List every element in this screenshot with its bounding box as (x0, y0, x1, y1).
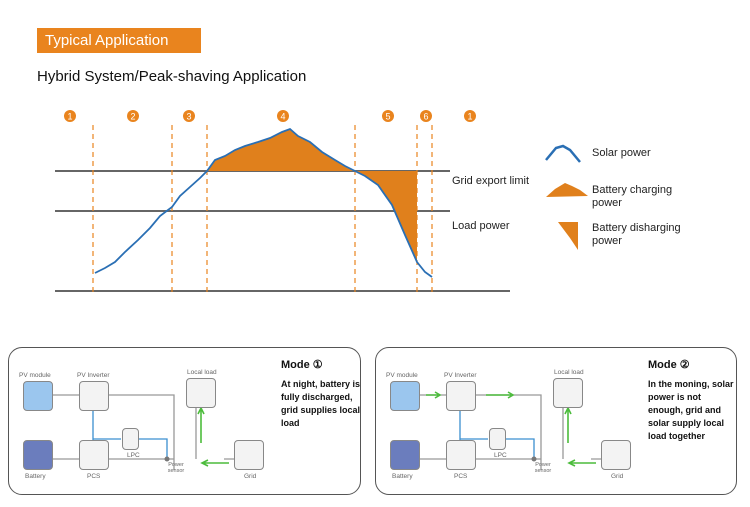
phase-marker (127, 110, 139, 122)
pcs-icon (446, 440, 476, 470)
grid-label: Grid (611, 473, 624, 480)
legend-charging: Battery charging power (592, 184, 673, 209)
pv-module-label: PV module (19, 372, 51, 379)
local-load-icon (553, 378, 583, 408)
mode-title: Mode ② (648, 359, 690, 371)
phase-marker-number: 5 (385, 112, 390, 122)
mode-description: At night, battery is fully discharged, g… (281, 379, 361, 428)
grid-label: Grid (244, 473, 257, 480)
phase-marker-number: 4 (280, 112, 285, 122)
discharging-area-icon (558, 222, 578, 250)
solar-curve-icon (545, 144, 581, 163)
pcs-label: PCS (454, 473, 468, 480)
load-power-label: Load power (452, 220, 510, 232)
legend-discharging: Battery disharging power (592, 222, 681, 247)
pv-inverter-label: PV Inverter (77, 372, 110, 379)
lpc-icon (122, 428, 139, 450)
reference-lines (55, 170, 510, 292)
peak-shaving-diagram: 1 2 3 4 5 6 1 (55, 110, 588, 296)
local-load-icon (186, 378, 216, 408)
pv-module-icon (23, 381, 53, 411)
section-banner: Typical Application (37, 28, 201, 53)
mode-description: In the moning, solar power is not enough… (648, 379, 734, 441)
charging-area-icon (546, 183, 588, 197)
page-subtitle: Hybrid System/Peak-shaving Application (37, 68, 307, 85)
phase-marker-number: 3 (186, 112, 191, 122)
phase-marker (277, 110, 289, 122)
mode-panel-1: PV module PV Inverter Local load LPC Bat… (8, 347, 361, 495)
phase-marker (183, 110, 195, 122)
grid-export-limit-label: Grid export limit (452, 175, 530, 187)
phase-marker (420, 110, 432, 122)
solar-power-curve (94, 127, 433, 278)
battery-discharging-area (355, 171, 417, 262)
grid-tower-icon (234, 440, 264, 470)
pv-inverter-label: PV Inverter (444, 372, 477, 379)
pcs-icon (79, 440, 109, 470)
phase-marker (464, 110, 476, 122)
phase-marker-number: 1 (467, 112, 472, 122)
battery-label: Battery (392, 473, 413, 480)
local-load-label: Local load (187, 369, 217, 376)
power-sensor-label: Power sensor (534, 462, 552, 474)
local-load-label: Local load (554, 369, 584, 376)
power-sensor-label: Power sensor (167, 462, 185, 474)
phase-markers: 1 2 3 4 5 6 1 (64, 110, 476, 122)
pv-inverter-icon (79, 381, 109, 411)
lpc-label: LPC (494, 452, 507, 459)
pcs-label: PCS (87, 473, 101, 480)
phase-marker (64, 110, 76, 122)
legend-solar: Solar power (592, 147, 651, 159)
battery-icon (23, 440, 53, 470)
pv-inverter-icon (446, 381, 476, 411)
lpc-icon (489, 428, 506, 450)
mode-title: Mode ① (281, 359, 323, 371)
battery-charging-area (207, 129, 355, 171)
pv-module-icon (390, 381, 420, 411)
grid-tower-icon (601, 440, 631, 470)
lpc-label: LPC (127, 452, 140, 459)
phase-marker (382, 110, 394, 122)
phase-marker-number: 6 (423, 112, 428, 122)
pv-module-label: PV module (386, 372, 418, 379)
phase-marker-number: 2 (130, 112, 135, 122)
battery-label: Battery (25, 473, 46, 480)
mode-panel-2: PV module PV Inverter Local load LPC Bat… (375, 347, 737, 495)
phase-marker-number: 1 (67, 112, 72, 122)
battery-icon (390, 440, 420, 470)
